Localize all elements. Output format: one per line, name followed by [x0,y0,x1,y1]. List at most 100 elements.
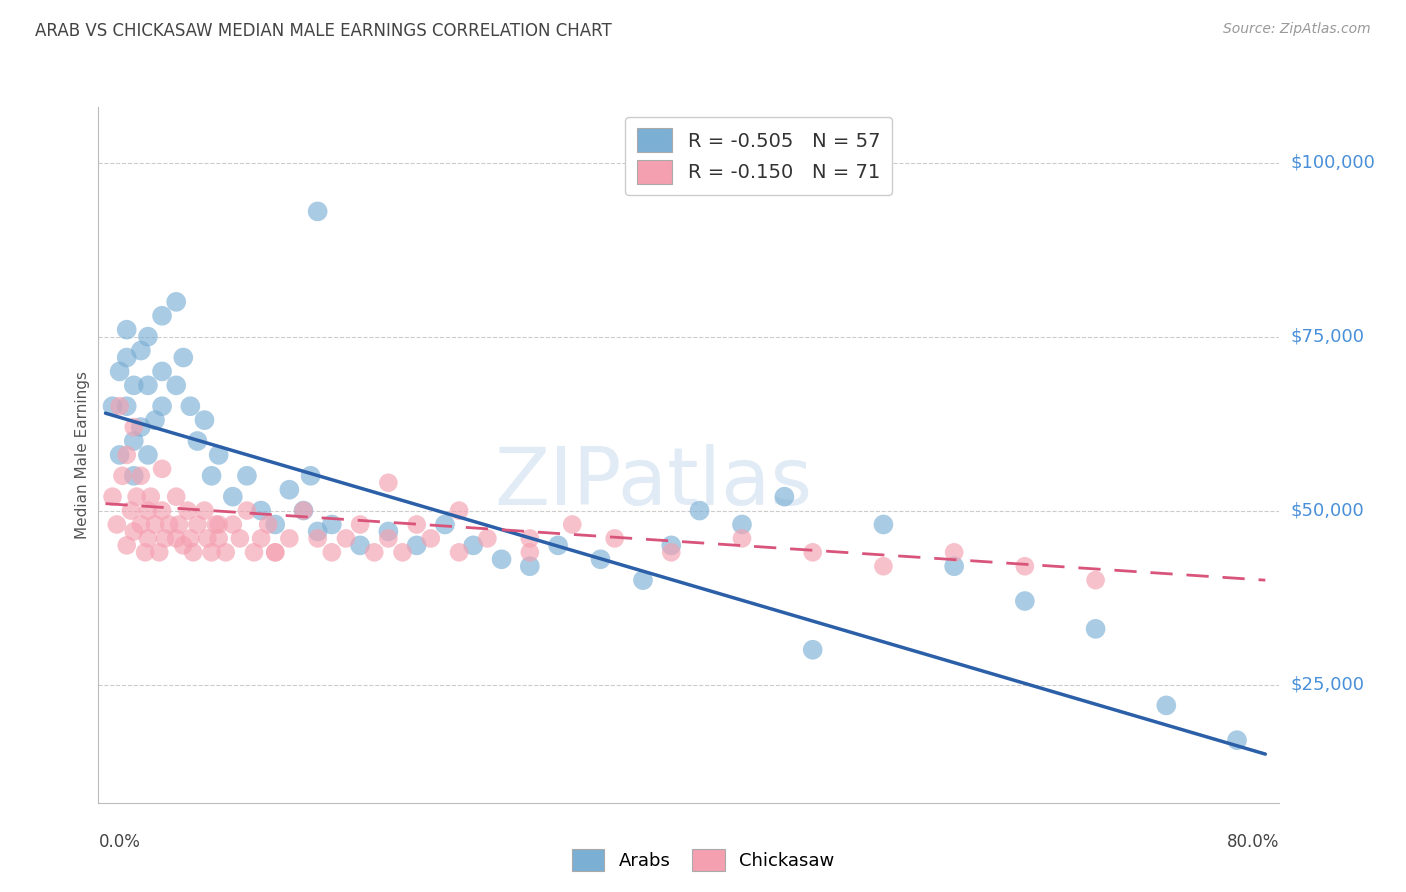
Point [129,420,152,434]
Legend: Arabs, Chickasaw: Arabs, Chickasaw [564,842,842,879]
Point [477,532,499,546]
Point [150,309,173,323]
Point [136,532,159,546]
Point [208,532,231,546]
Point [157,517,180,532]
Point [122,434,145,448]
Text: ZIPatlas: ZIPatlas [495,443,813,522]
Point [603,532,626,546]
Point [463,538,485,552]
Point [150,462,173,476]
Point [631,573,654,587]
Point [943,545,966,559]
Point [589,552,612,566]
Point [236,503,259,517]
Point [773,490,796,504]
Point [299,468,322,483]
Point [143,517,166,532]
Point [1084,622,1107,636]
Point [250,503,273,517]
Point [349,538,371,552]
Point [335,532,357,546]
Point [405,517,427,532]
Point [1226,733,1249,747]
Point [519,559,541,574]
Point [115,399,138,413]
Text: 0.0%: 0.0% [98,833,141,851]
Point [1014,559,1036,574]
Point [129,517,152,532]
Point [136,448,159,462]
Point [519,532,541,546]
Point [449,545,471,559]
Point [264,545,287,559]
Text: ARAB VS CHICKASAW MEDIAN MALE EARNINGS CORRELATION CHART: ARAB VS CHICKASAW MEDIAN MALE EARNINGS C… [35,22,612,40]
Point [449,503,471,517]
Point [115,323,138,337]
Point [122,468,145,483]
Point [167,517,190,532]
Point [153,532,176,546]
Point [377,532,399,546]
Text: $75,000: $75,000 [1291,327,1365,345]
Point [731,517,754,532]
Point [872,559,894,574]
Point [943,559,966,574]
Point [115,448,138,462]
Point [129,468,152,483]
Point [419,532,441,546]
Point [111,468,134,483]
Point [172,538,194,552]
Point [307,524,329,539]
Point [139,490,162,504]
Point [186,434,208,448]
Point [731,532,754,546]
Point [105,517,128,532]
Text: $25,000: $25,000 [1291,675,1365,693]
Point [101,399,124,413]
Y-axis label: Median Male Earnings: Median Male Earnings [75,371,90,539]
Point [148,545,170,559]
Point [659,545,682,559]
Point [208,448,231,462]
Point [200,468,222,483]
Point [115,538,138,552]
Point [1014,594,1036,608]
Point [547,538,569,552]
Point [264,517,287,532]
Point [143,413,166,427]
Point [307,532,329,546]
Point [801,642,824,657]
Point [363,545,385,559]
Point [193,413,215,427]
Point [215,545,238,559]
Point [377,524,399,539]
Point [165,378,187,392]
Point [278,532,301,546]
Point [108,448,131,462]
Point [250,532,273,546]
Point [181,545,204,559]
Point [165,294,187,309]
Point [122,524,145,539]
Point [129,343,152,358]
Point [200,545,222,559]
Point [165,532,187,546]
Point [872,517,894,532]
Point [377,475,399,490]
Point [122,420,145,434]
Point [689,503,711,517]
Point [222,517,245,532]
Point [195,532,218,546]
Point [204,517,226,532]
Point [278,483,301,497]
Point [264,545,287,559]
Point [236,468,259,483]
Point [186,517,208,532]
Point [519,545,541,559]
Point [561,517,583,532]
Point [122,378,145,392]
Point [208,517,231,532]
Point [150,503,173,517]
Point [349,517,371,532]
